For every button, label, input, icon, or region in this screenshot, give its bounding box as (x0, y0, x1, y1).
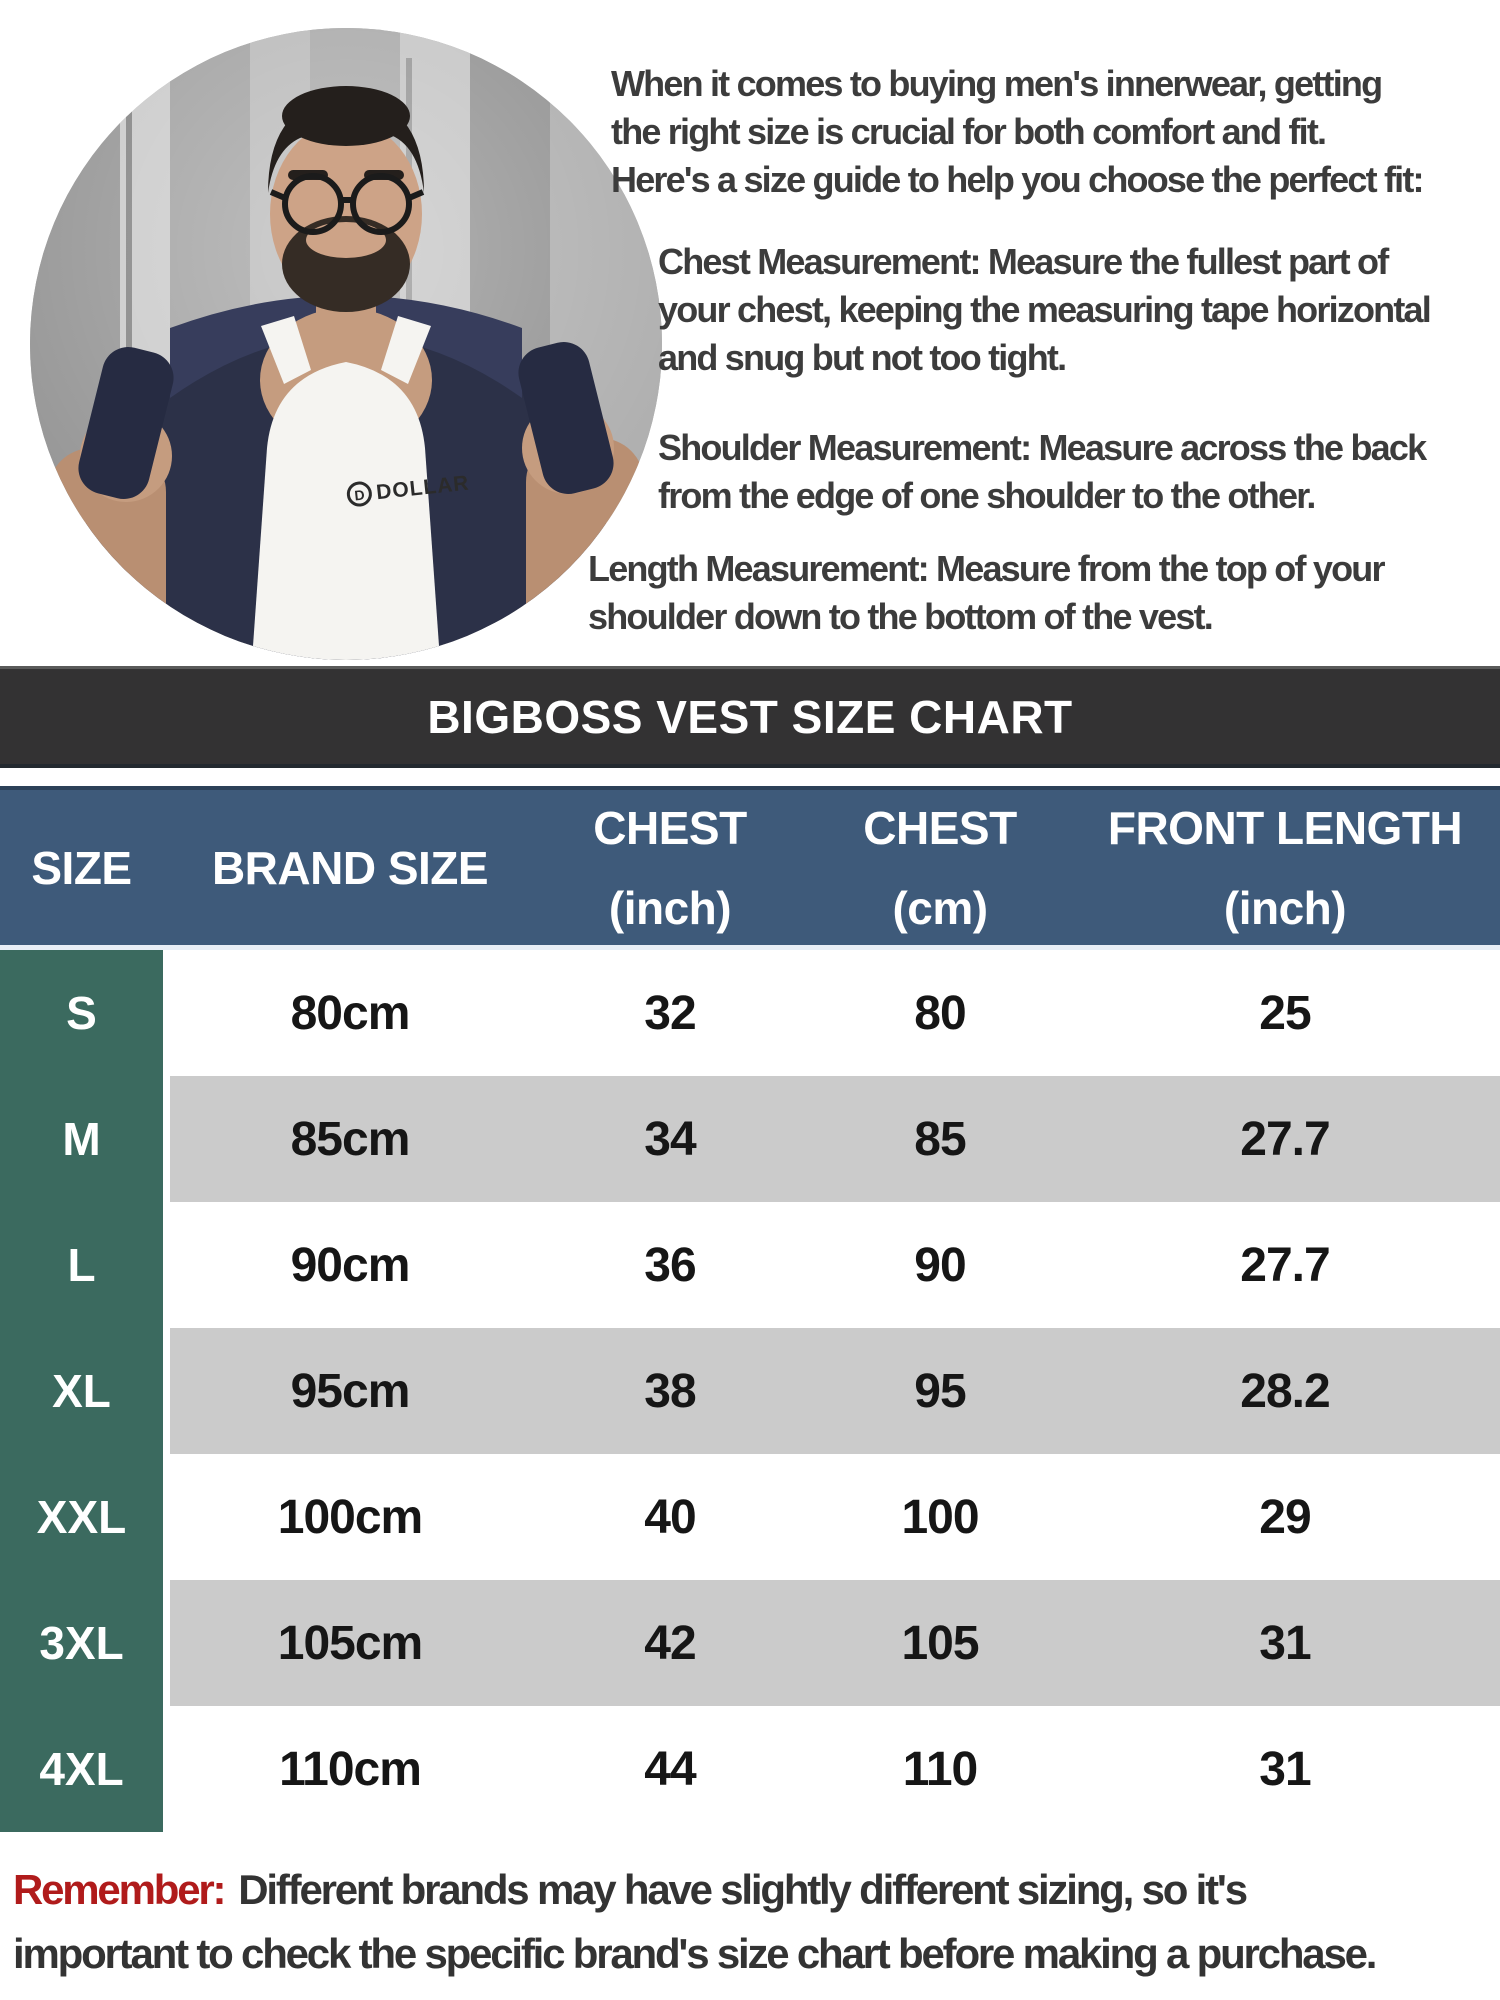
column-separator (163, 1076, 170, 1202)
footer-line1-text: Different brands may have slightly diffe… (238, 1866, 1248, 1913)
point-line: your chest, keeping the measuring tape h… (658, 289, 1432, 330)
cell-chest-cm: 85 (810, 1076, 1070, 1202)
model-photo: D DOLLAR (30, 28, 662, 660)
header-cell-chest-inch: CHEST (inch) (530, 790, 810, 945)
cell-chest-inch: 32 (530, 950, 810, 1076)
column-separator (163, 1454, 170, 1580)
model-photo-art: D DOLLAR (30, 28, 662, 660)
cell-front-length: 31 (1070, 1706, 1500, 1832)
cell-brand-size: 90cm (170, 1202, 530, 1328)
cell-brand-size: 105cm (170, 1580, 530, 1706)
column-separator (163, 1202, 170, 1328)
header-label: SIZE (31, 841, 132, 894)
point-line: Shoulder Measurement: Measure across the… (658, 427, 1427, 468)
header-label: BRAND SIZE (211, 841, 489, 894)
header-sublabel: (cm) (892, 881, 988, 934)
remember-label: Remember: (13, 1866, 226, 1913)
cell-brand-size: 85cm (170, 1076, 530, 1202)
column-separator (163, 1328, 170, 1454)
intro-paragraph: When it comes to buying men's innerwear,… (611, 60, 1425, 204)
cell-chest-cm: 80 (810, 950, 1070, 1076)
glasses (269, 173, 425, 235)
cell-chest-inch: 42 (530, 1580, 810, 1706)
cell-chest-cm: 95 (810, 1328, 1070, 1454)
point-line: from the edge of one shoulder to the oth… (658, 475, 1316, 516)
point-line: Chest Measurement: Measure the fullest p… (658, 241, 1389, 282)
table-row: S 80cm 32 80 25 (0, 950, 1500, 1076)
cell-front-length: 31 (1070, 1580, 1500, 1706)
measurement-point-length: Length Measurement: Measure from the top… (588, 545, 1386, 641)
footer-note: Remember: Different brands may have sligh… (13, 1858, 1377, 1986)
cell-chest-inch: 40 (530, 1454, 810, 1580)
header-sublabel: (inch) (1223, 881, 1347, 934)
cell-brand-size: 95cm (170, 1328, 530, 1454)
header-cell-brand-size: BRAND SIZE (170, 790, 530, 945)
size-table-header: SIZE BRAND SIZE CHEST (inch) CHEST (cm) … (0, 786, 1500, 950)
table-row: 3XL 105cm 42 105 31 (0, 1580, 1500, 1706)
measurement-point-shoulder: Shoulder Measurement: Measure across the… (658, 424, 1427, 520)
cell-chest-inch: 38 (530, 1328, 810, 1454)
cell-brand-size: 100cm (170, 1454, 530, 1580)
footer-line: important to check the specific brand's … (13, 1930, 1377, 1977)
banner-title: BIGBOSS VEST SIZE CHART (427, 690, 1073, 743)
measurement-point-chest: Chest Measurement: Measure the fullest p… (658, 238, 1432, 382)
header-cell-front-length: FRONT LENGTH (inch) (1070, 790, 1500, 945)
cell-chest-inch: 34 (530, 1076, 810, 1202)
cell-size: S (0, 950, 163, 1076)
cell-size: 4XL (0, 1706, 163, 1832)
header-separator (163, 790, 170, 945)
cell-chest-inch: 44 (530, 1706, 810, 1832)
table-row: 4XL 110cm 44 110 31 (0, 1706, 1500, 1832)
table-row: XL 95cm 38 95 28.2 (0, 1328, 1500, 1454)
point-line: Length Measurement: Measure from the top… (588, 548, 1386, 589)
cell-size: XL (0, 1328, 163, 1454)
point-line: and snug but not too tight. (658, 337, 1067, 378)
size-table-body: S 80cm 32 80 25 M 85cm 34 85 27.7 L 90cm… (0, 950, 1500, 1832)
table-row: XXL 100cm 40 100 29 (0, 1454, 1500, 1580)
cell-chest-cm: 110 (810, 1706, 1070, 1832)
header-label: FRONT LENGTH (1107, 801, 1463, 854)
point-line: shoulder down to the bottom of the vest. (588, 596, 1214, 637)
cell-size: 3XL (0, 1580, 163, 1706)
header-cell-size: SIZE (0, 790, 163, 945)
table-row: L 90cm 36 90 27.7 (0, 1202, 1500, 1328)
cell-front-length: 28.2 (1070, 1328, 1500, 1454)
cell-brand-size: 110cm (170, 1706, 530, 1832)
cell-front-length: 25 (1070, 950, 1500, 1076)
intro-line: the right size is crucial for both comfo… (611, 111, 1327, 152)
intro-line: When it comes to buying men's innerwear,… (611, 63, 1383, 104)
cell-chest-cm: 100 (810, 1454, 1070, 1580)
cell-chest-inch: 36 (530, 1202, 810, 1328)
cell-chest-cm: 105 (810, 1580, 1070, 1706)
cell-size: M (0, 1076, 163, 1202)
cell-front-length: 29 (1070, 1454, 1500, 1580)
cell-brand-size: 80cm (170, 950, 530, 1076)
header-label: CHEST (863, 801, 1017, 854)
table-row: M 85cm 34 85 27.7 (0, 1076, 1500, 1202)
cell-chest-cm: 90 (810, 1202, 1070, 1328)
size-chart-banner: BIGBOSS VEST SIZE CHART (0, 666, 1500, 768)
column-separator (163, 1706, 170, 1832)
column-separator (163, 950, 170, 1076)
cell-front-length: 27.7 (1070, 1076, 1500, 1202)
header-cell-chest-cm: CHEST (cm) (810, 790, 1070, 945)
column-separator (163, 1580, 170, 1706)
dollar-logo-initial: D (354, 487, 366, 504)
cell-size: XXL (0, 1454, 163, 1580)
header-label: CHEST (593, 801, 747, 854)
intro-line: Here's a size guide to help you choose t… (611, 159, 1425, 200)
cell-front-length: 27.7 (1070, 1202, 1500, 1328)
footer-line: Remember: Different brands may have sligh… (13, 1858, 1375, 1922)
header-sublabel: (inch) (608, 881, 732, 934)
cell-size: L (0, 1202, 163, 1328)
